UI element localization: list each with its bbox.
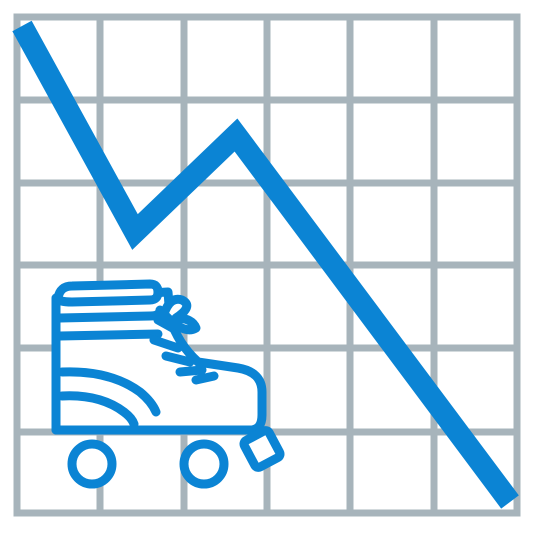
- skate-cuff-band-3: [55, 329, 163, 341]
- skate-wheel-rear: [67, 439, 117, 489]
- declining-trend-line: [12, 20, 519, 509]
- roller-skate-icon: [51, 279, 285, 489]
- skate-lace-bow: [159, 294, 201, 335]
- skate-wheel-front: [179, 439, 229, 489]
- skate-cuff-band-1: [53, 279, 163, 307]
- skate-toe-stop: [239, 426, 285, 472]
- skate-laces: [149, 315, 219, 385]
- skate-stripe-1: [57, 367, 161, 417]
- skate-stripe-2: [57, 391, 139, 429]
- skate-cuff-band-2: [55, 305, 165, 323]
